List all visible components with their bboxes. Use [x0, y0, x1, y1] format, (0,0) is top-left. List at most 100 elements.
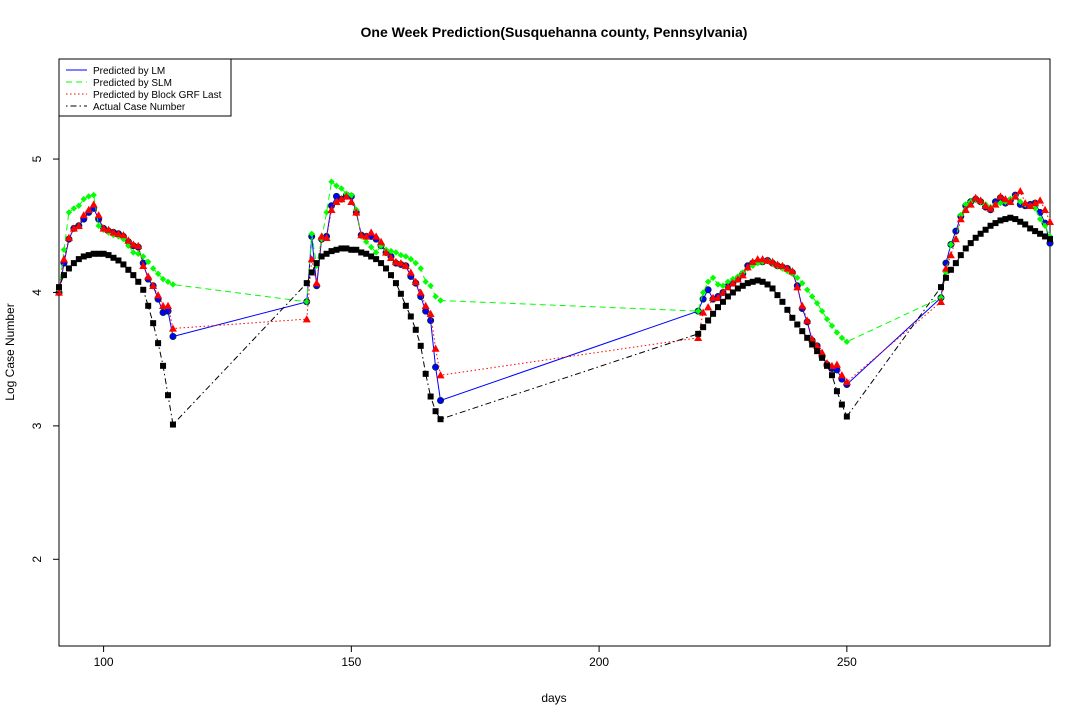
data-point-actual-case-number: [115, 257, 122, 264]
data-point-predicted-by-block-grf-last: [763, 256, 772, 264]
data-point-actual-case-number: [75, 256, 82, 263]
data-point-actual-case-number: [957, 252, 964, 259]
data-point-predicted-by-slm: [808, 293, 816, 300]
data-point-predicted-by-slm: [947, 241, 955, 248]
data-point-predicted-by-block-grf-last: [768, 257, 777, 265]
data-point-actual-case-number: [982, 226, 989, 233]
data-point-predicted-by-block-grf-last: [991, 200, 1000, 208]
data-point-predicted-by-block-grf-last: [803, 316, 812, 324]
data-point-actual-case-number: [794, 321, 801, 328]
series-predicted-by-slm: [55, 178, 1054, 346]
data-point-actual-case-number: [789, 314, 796, 321]
data-point-actual-case-number: [368, 253, 375, 260]
x-tick-label: 250: [837, 655, 857, 669]
data-point-actual-case-number: [402, 302, 409, 309]
data-point-predicted-by-slm: [70, 205, 78, 212]
data-point-predicted-by-block-grf-last: [164, 301, 173, 310]
data-point-predicted-by-block-grf-last: [694, 333, 703, 342]
data-point-actual-case-number: [165, 392, 172, 399]
data-point-predicted-by-block-grf-last: [1041, 205, 1050, 213]
data-point-actual-case-number: [942, 274, 949, 281]
data-point-actual-case-number: [819, 354, 826, 361]
data-point-actual-case-number: [303, 280, 310, 287]
data-point-predicted-by-block-grf-last: [832, 360, 841, 368]
data-point-actual-case-number: [65, 265, 72, 272]
data-point-actual-case-number: [719, 298, 726, 305]
data-point-predicted-by-block-grf-last: [778, 261, 787, 269]
data-point-predicted-by-slm: [818, 307, 826, 315]
data-point-predicted-by-block-grf-last: [168, 324, 177, 332]
data-point-predicted-by-block-grf-last: [798, 301, 807, 310]
data-point-actual-case-number: [710, 310, 717, 317]
data-point-predicted-by-block-grf-last: [134, 241, 143, 249]
data-point-predicted-by-slm: [833, 329, 841, 336]
data-point-predicted-by-slm: [729, 275, 737, 283]
data-point-predicted-by-slm: [367, 243, 375, 251]
data-point-actual-case-number: [387, 272, 394, 279]
data-point-predicted-by-slm: [60, 246, 68, 253]
x-axis-label: days: [541, 691, 566, 705]
data-point-predicted-by-block-grf-last: [396, 259, 405, 267]
data-point-actual-case-number: [397, 290, 404, 297]
data-point-actual-case-number: [997, 217, 1004, 224]
data-point-predicted-by-block-grf-last: [1001, 195, 1010, 203]
data-point-actual-case-number: [60, 272, 67, 279]
data-point-actual-case-number: [427, 393, 434, 400]
data-point-predicted-by-block-grf-last: [699, 308, 708, 316]
y-tick-label: 4: [30, 289, 44, 296]
data-point-predicted-by-block-grf-last: [99, 224, 108, 232]
data-point-predicted-by-slm: [422, 278, 429, 285]
data-point-actual-case-number: [962, 245, 969, 252]
data-point-actual-case-number: [100, 250, 107, 257]
data-point-predicted-by-slm: [1031, 205, 1039, 212]
data-point-predicted-by-slm: [804, 286, 811, 293]
series-line-predicted-by-block-grf-last: [58, 190, 1051, 383]
data-point-predicted-by-block-grf-last: [302, 315, 311, 323]
data-point-actual-case-number: [977, 230, 984, 237]
data-point-predicted-by-block-grf-last: [94, 211, 103, 219]
data-point-predicted-by-slm: [709, 274, 717, 281]
data-point-predicted-by-block-grf-last: [139, 261, 148, 269]
data-point-actual-case-number: [70, 260, 77, 267]
data-point-predicted-by-block-grf-last: [431, 344, 440, 352]
data-point-predicted-by-slm: [942, 269, 950, 276]
data-point-predicted-by-block-grf-last: [332, 197, 341, 205]
data-point-actual-case-number: [754, 277, 761, 284]
data-point-predicted-by-slm: [135, 250, 142, 257]
data-point-actual-case-number: [705, 317, 712, 324]
data-point-actual-case-number: [120, 261, 127, 268]
data-point-predicted-by-slm: [372, 249, 380, 256]
data-point-actual-case-number: [799, 328, 806, 335]
data-point-actual-case-number: [338, 245, 345, 252]
data-point-actual-case-number: [1012, 216, 1019, 223]
data-point-actual-case-number: [967, 240, 974, 247]
data-point-actual-case-number: [328, 248, 335, 255]
data-point-actual-case-number: [779, 298, 786, 305]
legend-box: [58, 58, 232, 117]
data-point-actual-case-number: [724, 293, 731, 300]
legend-label: Predicted by LM: [93, 66, 165, 77]
data-point-actual-case-number: [937, 284, 944, 291]
data-point-actual-case-number: [373, 256, 380, 263]
data-point-actual-case-number: [150, 320, 157, 327]
data-point-predicted-by-block-grf-last: [372, 232, 381, 240]
data-point-actual-case-number: [992, 220, 999, 227]
data-point-predicted-by-slm: [348, 191, 355, 199]
data-point-predicted-by-slm: [397, 251, 405, 259]
data-point-predicted-by-block-grf-last: [89, 200, 98, 208]
data-point-actual-case-number: [392, 280, 399, 287]
data-point-predicted-by-block-grf-last: [317, 232, 326, 240]
data-point-predicted-by-slm: [363, 238, 370, 245]
data-point-actual-case-number: [700, 324, 707, 331]
legend-label: Predicted by Block GRF Last: [93, 90, 222, 101]
data-point-predicted-by-block-grf-last: [1031, 199, 1040, 207]
x-tick-label: 150: [341, 655, 361, 669]
data-point-actual-case-number: [155, 340, 162, 347]
data-point-predicted-by-block-grf-last: [391, 257, 400, 265]
data-point-predicted-by-slm: [333, 182, 340, 189]
data-point-predicted-by-block-grf-last: [837, 371, 846, 379]
data-point-predicted-by-slm: [328, 178, 335, 185]
data-point-predicted-by-slm: [719, 282, 727, 289]
